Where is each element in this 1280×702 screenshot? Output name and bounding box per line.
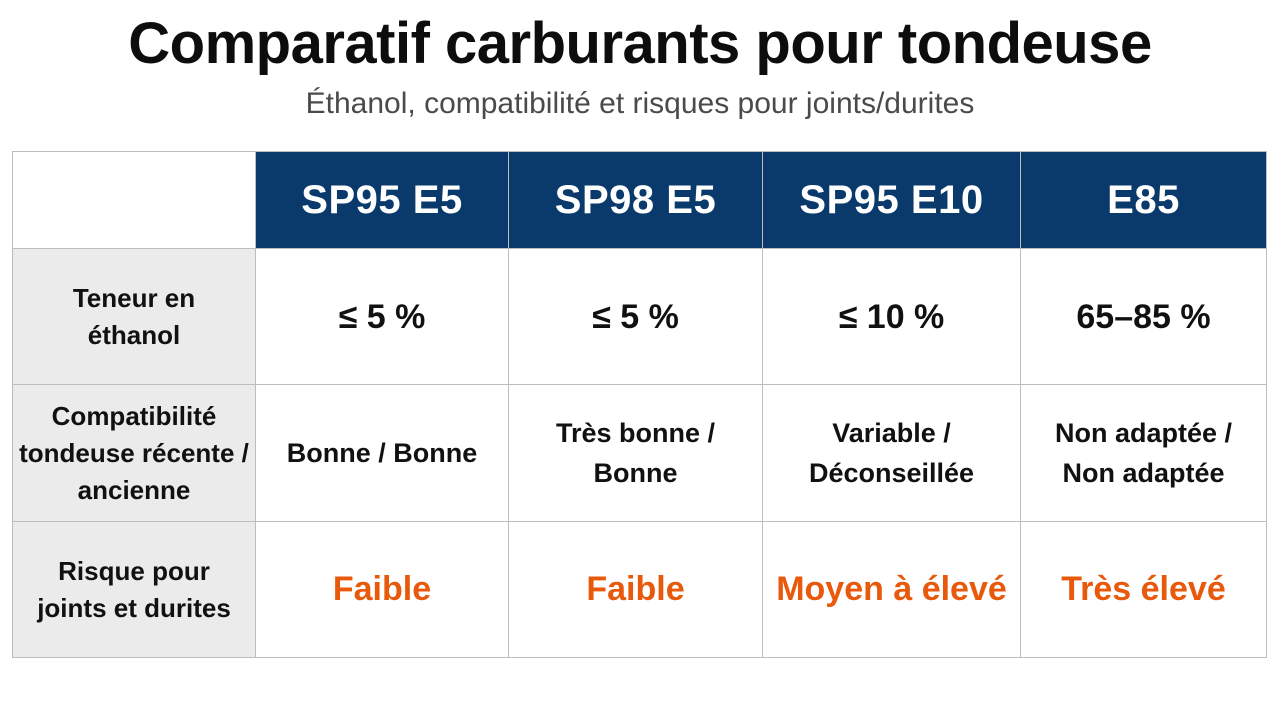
cell-risk-sp95-e10: Moyen à élevé <box>762 521 1021 658</box>
page-title: Comparatif carburants pour tondeuse <box>128 11 1152 76</box>
cell-compat-sp95-e10: Variable / Déconseillée <box>762 384 1021 522</box>
cell-ethanol-e85: 65–85 % <box>1020 248 1267 385</box>
cell-ethanol-sp95-e5: ≤ 5 % <box>255 248 509 385</box>
column-header-e85: E85 <box>1020 151 1267 249</box>
cell-ethanol-sp98-e5: ≤ 5 % <box>508 248 763 385</box>
cell-ethanol-sp95-e10: ≤ 10 % <box>762 248 1021 385</box>
table-corner-cell <box>12 151 256 249</box>
row-label-risk: Risque pour joints et durites <box>12 521 256 658</box>
cell-compat-e85: Non adaptée / Non adaptée <box>1020 384 1267 522</box>
cell-compat-sp95-e5: Bonne / Bonne <box>255 384 509 522</box>
column-header-sp95-e10: SP95 E10 <box>762 151 1021 249</box>
column-header-sp98-e5: SP98 E5 <box>508 151 763 249</box>
row-label-compatibility: Compatibilité tondeuse récente / ancienn… <box>12 384 256 522</box>
table-header-row: SP95 E5 SP98 E5 SP95 E10 E85 <box>12 151 1267 249</box>
cell-risk-sp95-e5: Faible <box>255 521 509 658</box>
page-subtitle: Éthanol, compatibilité et risques pour j… <box>305 87 975 120</box>
table-row-compatibility: Compatibilité tondeuse récente / ancienn… <box>12 384 1267 522</box>
comparison-table: SP95 E5 SP98 E5 SP95 E10 E85 Teneur en é… <box>12 151 1267 658</box>
row-label-ethanol: Teneur en éthanol <box>12 248 256 385</box>
table-row-ethanol: Teneur en éthanol ≤ 5 % ≤ 5 % ≤ 10 % 65–… <box>12 248 1267 385</box>
table-row-risk: Risque pour joints et durites Faible Fai… <box>12 521 1267 658</box>
cell-risk-e85: Très élevé <box>1020 521 1267 658</box>
column-header-sp95-e5: SP95 E5 <box>255 151 509 249</box>
cell-risk-sp98-e5: Faible <box>508 521 763 658</box>
cell-compat-sp98-e5: Très bonne / Bonne <box>508 384 763 522</box>
